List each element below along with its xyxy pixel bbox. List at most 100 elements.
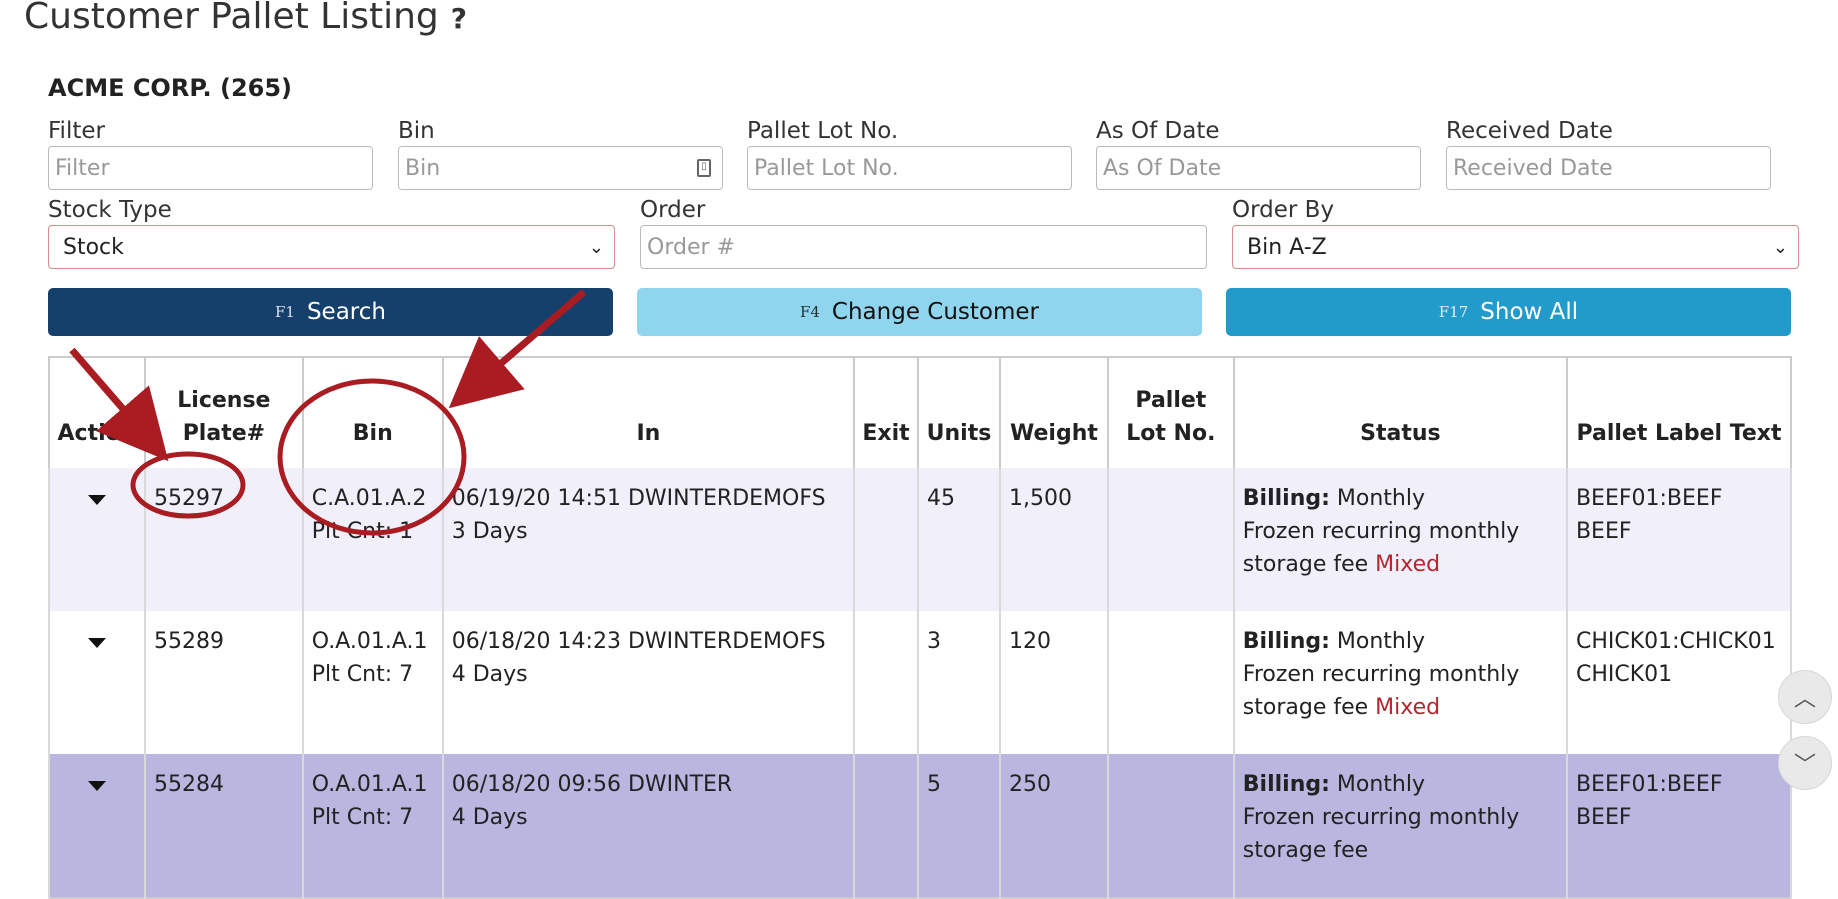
show-all-button-label: Show All: [1480, 299, 1579, 325]
page-title-text: Customer Pallet Listing: [24, 0, 439, 37]
in-days: 3 Days: [451, 519, 528, 544]
cell-weight: 120: [998, 611, 1109, 754]
in-days: 4 Days: [451, 662, 528, 687]
barcode-icon[interactable]: ▯: [697, 159, 711, 177]
col-lot-line1: Pallet: [1135, 388, 1207, 413]
in-line: 06/18/20 09:56 DWINTER: [451, 772, 733, 797]
col-pallet-label[interactable]: Pallet Label Text: [1565, 357, 1793, 468]
table-row[interactable]: 55284 O.A.01.A.1 Plt Cnt: 7 06/18/20 09:5…: [48, 754, 1793, 898]
cell-plate: 55289: [143, 611, 304, 754]
order-by-label: Order By: [1232, 197, 1335, 223]
bin-input[interactable]: [398, 146, 723, 190]
order-input[interactable]: [640, 225, 1207, 269]
cell-exit: [853, 611, 919, 754]
lot-label: Pallet Lot No.: [747, 118, 899, 144]
change-customer-button-label: Change Customer: [831, 299, 1040, 325]
row-action[interactable]: [48, 468, 146, 611]
bin-value: C.A.01.A.2: [311, 486, 427, 511]
cell-status: Billing: Monthly Frozen recurring monthly…: [1232, 754, 1568, 898]
order-by-select[interactable]: Bin A-Z ⌄: [1232, 225, 1799, 269]
row-action[interactable]: [48, 611, 146, 754]
table-row[interactable]: 55297 C.A.01.A.2 Plt Cnt: 1 06/19/20 14:5…: [48, 468, 1793, 611]
cell-plate: 55297: [143, 468, 304, 611]
col-bin[interactable]: Bin: [301, 357, 444, 468]
showall-fkey: F17: [1438, 303, 1469, 321]
stock-type-value: Stock: [63, 234, 124, 260]
cell-in: 06/19/20 14:51 DWINTERDEMOFS 3 Days: [441, 468, 856, 611]
cell-bin: O.A.01.A.1 Plt Cnt: 7: [301, 754, 444, 898]
asof-label: As Of Date: [1096, 118, 1220, 144]
order-by-value: Bin A-Z: [1247, 234, 1327, 260]
plt-cnt: Plt Cnt: 7: [311, 662, 414, 687]
col-action[interactable]: Action: [48, 357, 146, 468]
cell-bin: O.A.01.A.1 Plt Cnt: 7: [301, 611, 444, 754]
col-plate-line1: License: [177, 388, 271, 413]
row-action[interactable]: [48, 754, 146, 898]
received-date-input[interactable]: [1446, 146, 1771, 190]
in-line: 06/19/20 14:51 DWINTERDEMOFS: [451, 486, 826, 511]
cell-units: 3: [916, 611, 1001, 754]
chevron-up-icon: ︿: [1793, 687, 1816, 712]
in-days: 4 Days: [451, 805, 528, 830]
as-of-date-input[interactable]: [1096, 146, 1421, 190]
chevron-down-icon: ⌄: [588, 236, 604, 258]
scroll-up-button[interactable]: ︿: [1778, 670, 1832, 724]
filter-input[interactable]: [48, 146, 373, 190]
cell-weight: 1,500: [998, 468, 1109, 611]
mixed-flag: Mixed: [1375, 695, 1441, 720]
cell-status: Billing: Monthly Frozen recurring monthly…: [1232, 468, 1568, 611]
help-icon[interactable]: ?: [450, 2, 468, 35]
show-all-button[interactable]: F17 Show All: [1226, 288, 1791, 336]
billing-value: Monthly: [1336, 772, 1426, 797]
col-license-plate[interactable]: License Plate#: [143, 357, 304, 468]
caret-down-icon[interactable]: [88, 495, 106, 505]
stock-type-select[interactable]: Stock ⌄: [48, 225, 615, 269]
cell-status: Billing: Monthly Frozen recurring monthly…: [1232, 611, 1568, 754]
caret-down-icon[interactable]: [88, 781, 106, 791]
col-units[interactable]: Units: [916, 357, 1001, 468]
bin-value: O.A.01.A.1: [311, 772, 428, 797]
col-in[interactable]: In: [441, 357, 856, 468]
col-pallet-lot[interactable]: Pallet Lot No.: [1106, 357, 1235, 468]
asof-group: As Of Date: [1096, 116, 1421, 190]
label-line2: CHICK01: [1575, 662, 1673, 687]
cell-exit: [853, 468, 919, 611]
pallet-table: Action License Plate# Bin In Exit Units W…: [48, 356, 1793, 899]
chevron-down-icon: ﹀: [1793, 753, 1816, 778]
lot-group: Pallet Lot No.: [747, 116, 1072, 190]
label-line2: BEEF: [1575, 805, 1632, 830]
plt-cnt: Plt Cnt: 1: [311, 519, 414, 544]
pallet-lot-input[interactable]: [747, 146, 1072, 190]
filter-label: Filter: [48, 118, 105, 144]
cell-exit: [853, 754, 919, 898]
in-line: 06/18/20 14:23 DWINTERDEMOFS: [451, 629, 826, 654]
scroll-down-button[interactable]: ﹀: [1778, 736, 1832, 790]
cell-pallet-label: BEEF01:BEEF BEEF: [1565, 468, 1793, 611]
search-button[interactable]: F1 Search: [48, 288, 613, 336]
bin-label: Bin: [398, 118, 435, 144]
chevron-down-icon: ⌄: [1772, 236, 1788, 258]
label-line1: BEEF01:BEEF: [1575, 772, 1723, 797]
page-title: Customer Pallet Listing?: [24, 0, 467, 37]
col-plate-line2: Plate#: [182, 421, 266, 446]
col-exit[interactable]: Exit: [853, 357, 919, 468]
col-weight[interactable]: Weight: [998, 357, 1109, 468]
filter-group: Filter: [48, 116, 373, 190]
caret-down-icon[interactable]: [88, 638, 106, 648]
table-row[interactable]: 55289 O.A.01.A.1 Plt Cnt: 7 06/18/20 14:2…: [48, 611, 1793, 754]
order-label: Order: [640, 197, 706, 223]
received-label: Received Date: [1446, 118, 1613, 144]
status-line1: Frozen recurring monthly: [1242, 805, 1520, 830]
cell-bin: C.A.01.A.2 Plt Cnt: 1: [301, 468, 444, 611]
col-lot-line2: Lot No.: [1126, 421, 1216, 446]
status-line1: Frozen recurring monthly: [1242, 662, 1520, 687]
label-line1: BEEF01:BEEF: [1575, 486, 1723, 511]
label-line1: CHICK01:CHICK01: [1575, 629, 1776, 654]
col-status[interactable]: Status: [1232, 357, 1568, 468]
cell-plate: 55284: [143, 754, 304, 898]
bin-group: Bin ▯: [398, 116, 723, 190]
change-customer-button[interactable]: F4 Change Customer: [637, 288, 1202, 336]
stock-type-label: Stock Type: [48, 197, 172, 223]
billing-value: Monthly: [1336, 629, 1426, 654]
cell-pallet-label: CHICK01:CHICK01 CHICK01: [1565, 611, 1793, 754]
